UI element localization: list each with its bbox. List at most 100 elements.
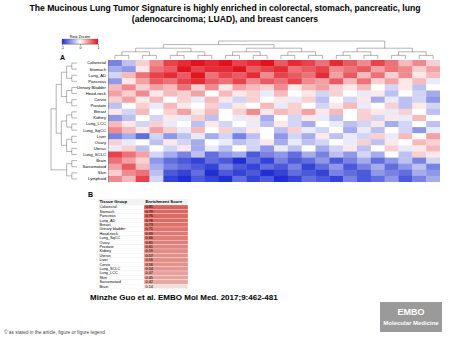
score-value: 0.57 (146, 254, 153, 258)
heatmap-cell (302, 109, 316, 115)
tissue-name: Lung_AD (100, 219, 116, 223)
logo-text: EMBO (398, 307, 425, 317)
heatmap-cell (219, 145, 233, 151)
heatmap-cell (122, 60, 136, 66)
heatmap-cell (150, 152, 164, 158)
row-label: Kidney (93, 115, 107, 120)
heatmap-cell (163, 164, 177, 170)
heatmap-cell (426, 176, 440, 182)
heatmap-cell (357, 127, 371, 133)
heatmap-cell (412, 170, 426, 176)
heatmap-cell (219, 103, 233, 109)
heatmap-cell (177, 72, 191, 78)
heatmap-cell (260, 66, 274, 72)
heatmap-cell (246, 84, 260, 90)
heatmap-cell (260, 145, 274, 151)
heatmap-cell (163, 115, 177, 121)
heatmap-cell (260, 152, 274, 158)
heatmap-cell (108, 170, 122, 176)
heatmap-cell (191, 158, 205, 164)
heatmap-cell (399, 127, 413, 133)
heatmap-cell (136, 139, 150, 145)
heatmap-cell (426, 133, 440, 139)
heatmap-cell (274, 72, 288, 78)
heatmap-cell (136, 91, 150, 97)
heatmap-cell (371, 78, 385, 84)
heatmap-cell (426, 152, 440, 158)
heatmap-cell (163, 139, 177, 145)
heatmap-cell (412, 139, 426, 145)
score-value: 0.14 (146, 285, 153, 289)
table-header: Tissue Group (100, 199, 128, 204)
heatmap-cell (329, 66, 343, 72)
panel-label: B (88, 191, 93, 198)
title: The Mucinous Lung Tumor Signature is hig… (30, 3, 421, 24)
tick: Brain (96, 158, 108, 163)
heatmap-cell (371, 170, 385, 176)
heatmap-cell (205, 152, 219, 158)
heatmap-cell (385, 158, 399, 164)
heatmap-cell (426, 170, 440, 176)
table-header-bg (98, 199, 188, 205)
dendrogram-branch (233, 52, 261, 56)
heatmap-cell (136, 170, 150, 176)
dendrogram-branch (72, 87, 77, 93)
tick: Colorectal (87, 60, 108, 65)
heatmap-cell (302, 78, 316, 84)
heatmap-cell (399, 91, 413, 97)
heatmap-cell (329, 109, 343, 115)
heatmap-cell (288, 139, 302, 145)
heatmap-cell (288, 121, 302, 127)
heatmap-cell (357, 72, 371, 78)
score-value: 0.65 (146, 241, 153, 245)
tick: Lymphoid (88, 176, 108, 181)
heatmap-cell (233, 84, 247, 90)
heatmap-cell (288, 115, 302, 121)
tick: Prostate (90, 103, 108, 108)
heatmap-cell (288, 133, 302, 139)
score-value: 0.79 (146, 210, 153, 214)
heatmap-cell (177, 60, 191, 66)
heatmap-cell (108, 115, 122, 121)
heatmap-cell (205, 72, 219, 78)
heatmap-cell (385, 84, 399, 90)
heatmap-cell (371, 145, 385, 151)
heatmap-cell (191, 72, 205, 78)
heatmap-cell (288, 72, 302, 78)
heatmap-cell (371, 152, 385, 158)
heatmap-cell (233, 115, 247, 121)
heatmap-cell (329, 84, 343, 90)
heatmap-cell (150, 121, 164, 127)
heatmap-cell (412, 145, 426, 151)
tissue-name: Skin (100, 276, 107, 280)
heatmap-cell (288, 97, 302, 103)
heatmap-cell (136, 109, 150, 115)
heatmap-cell (191, 176, 205, 182)
row-label: Lung_AD (89, 73, 106, 78)
tissue-name: Cervix (100, 263, 111, 267)
heatmap-cell (274, 158, 288, 164)
heatmap-cell (343, 72, 357, 78)
heatmap-cell (385, 121, 399, 127)
heatmap-cell (316, 164, 330, 170)
heatmap-cell (136, 78, 150, 84)
heatmap-cell (108, 84, 122, 90)
heatmap-cell (343, 127, 357, 133)
heatmap-cell (136, 127, 150, 133)
heatmap-cell (108, 103, 122, 109)
heatmap-cell (288, 103, 302, 109)
heatmap-cell (426, 60, 440, 66)
heatmap-cell (260, 121, 274, 127)
heatmap-cell (246, 72, 260, 78)
heatmap-cell (302, 139, 316, 145)
heatmap-cell (274, 91, 288, 97)
dendrogram-branch (72, 112, 77, 118)
heatmap-cell (108, 72, 122, 78)
score-value: 0.73 (146, 223, 153, 227)
heatmap-cell (371, 72, 385, 78)
heatmap-cell (163, 84, 177, 90)
heatmap-cell (385, 152, 399, 158)
heatmap-cell (177, 121, 191, 127)
heatmap-cell (163, 170, 177, 176)
heatmap-cell (122, 152, 136, 158)
